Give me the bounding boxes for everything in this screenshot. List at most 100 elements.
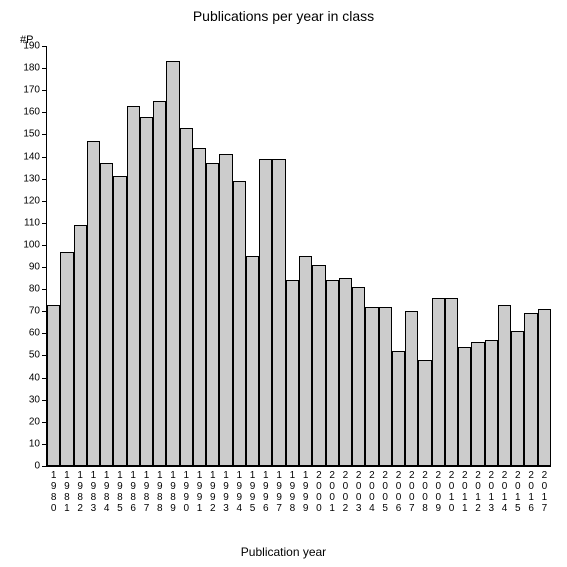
bar [352,287,365,466]
y-tick-label: 70 [29,306,40,317]
bar [418,360,431,466]
bar [246,256,259,466]
bar [365,307,378,466]
bar [286,280,299,466]
y-tick-label: 160 [23,107,40,118]
y-tick [42,333,47,334]
y-tick [42,179,47,180]
y-tick [42,157,47,158]
y-tick [42,311,47,312]
x-tick-label: 1 9 8 7 [142,470,150,514]
y-tick [42,245,47,246]
bar [471,342,484,466]
x-tick-label: 2 0 1 1 [461,470,469,514]
bar [326,280,339,466]
bar [392,351,405,466]
bar [166,61,179,466]
chart-title: Publications per year in class [0,8,567,24]
y-tick [42,112,47,113]
y-tick [42,90,47,91]
x-tick-label: 2 0 0 8 [421,470,429,514]
y-tick-label: 150 [23,129,40,140]
x-tick-label: 2 0 0 4 [368,470,376,514]
y-tick-label: 30 [29,394,40,405]
bar [60,252,73,466]
y-tick-label: 90 [29,262,40,273]
y-tick [42,68,47,69]
y-tick [42,289,47,290]
y-tick-label: 20 [29,416,40,427]
y-tick [42,267,47,268]
bar [140,117,153,466]
x-tick-label: 1 9 8 8 [156,470,164,514]
bar [259,159,272,466]
bar [100,163,113,466]
x-tick-label: 1 9 9 3 [222,470,230,514]
x-tick-label: 1 9 9 0 [182,470,190,514]
y-tick [42,223,47,224]
x-tick-label: 1 9 8 2 [76,470,84,514]
bar [538,309,551,466]
x-tick-label: 1 9 8 3 [89,470,97,514]
y-tick-label: 130 [23,173,40,184]
y-tick [42,201,47,202]
x-tick-label: 2 0 1 2 [474,470,482,514]
x-tick-label: 1 9 8 1 [63,470,71,514]
x-tick-label: 2 0 0 6 [394,470,402,514]
y-tick-label: 110 [24,217,40,228]
x-tick-label: 2 0 1 3 [487,470,495,514]
bar [299,256,312,466]
x-tick-label: 1 9 8 5 [116,470,124,514]
bar [485,340,498,466]
x-tick-label: 1 9 9 8 [288,470,296,514]
x-tick-label: 2 0 1 4 [501,470,509,514]
x-tick-label: 1 9 9 2 [209,470,217,514]
x-tick-label: 2 0 0 3 [355,470,363,514]
y-tick-label: 170 [23,85,40,96]
x-tick-label: 1 9 9 4 [235,470,243,514]
x-tick-label: 1 9 8 6 [129,470,137,514]
y-tick [42,46,47,47]
bar [233,181,246,466]
y-tick [42,134,47,135]
bar [498,305,511,466]
x-tick-label: 2 0 1 5 [514,470,522,514]
y-tick-label: 40 [29,372,40,383]
x-tick-label: 1 9 9 9 [302,470,310,514]
bar [127,106,140,466]
bar [206,163,219,466]
y-tick [42,422,47,423]
bar [113,176,126,466]
bars-group [47,46,551,466]
y-tick-label: 120 [23,195,40,206]
y-tick-label: 0 [34,461,40,472]
bar [47,305,60,466]
x-tick-label: 2 0 0 5 [381,470,389,514]
y-tick-label: 100 [23,239,40,250]
y-tick [42,400,47,401]
bar [379,307,392,466]
y-tick-label: 180 [23,63,40,74]
x-tick-label: 2 0 0 9 [434,470,442,514]
y-tick-label: 140 [23,151,40,162]
x-tick-label: 1 9 9 6 [262,470,270,514]
y-tick-label: 80 [29,284,40,295]
bar [87,141,100,466]
y-tick-label: 10 [29,438,40,449]
y-tick [42,466,47,467]
bar [74,225,87,466]
x-tick-label: 2 0 1 0 [448,470,456,514]
x-tick-label: 2 0 0 0 [315,470,323,514]
x-tick-label: 2 0 0 7 [408,470,416,514]
y-tick [42,378,47,379]
x-tick-label: 1 9 8 9 [169,470,177,514]
bar [339,278,352,466]
bar [511,331,524,466]
bar [312,265,325,466]
x-tick-label: 1 9 9 5 [249,470,257,514]
x-tick-label: 1 9 8 4 [103,470,111,514]
chart-container: Publications per year in class #P 010203… [0,0,567,567]
bar [219,154,232,466]
y-tick-label: 190 [23,41,40,52]
bar [524,313,537,466]
